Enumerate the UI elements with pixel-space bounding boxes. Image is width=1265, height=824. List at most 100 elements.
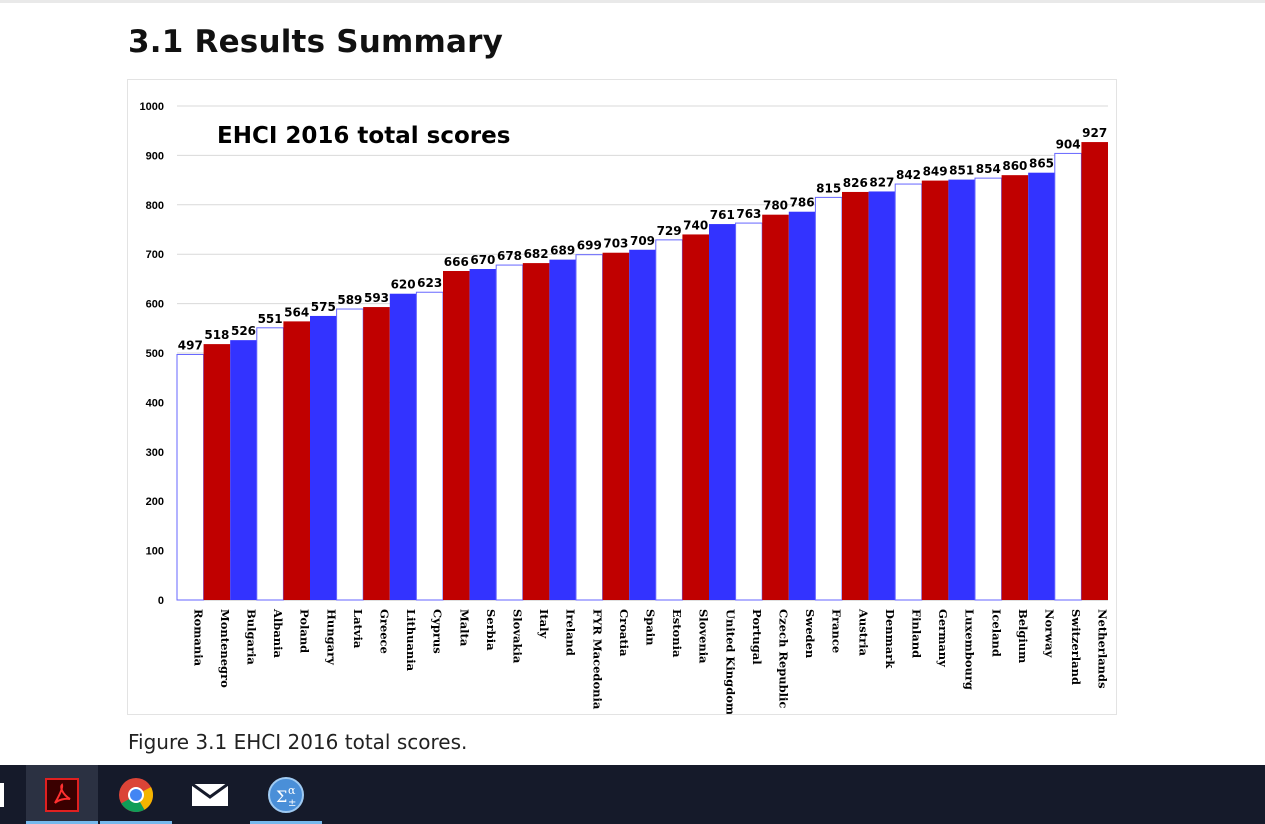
bar	[921, 180, 949, 600]
data-label: 497	[178, 338, 203, 352]
category-label: Slovenia	[697, 609, 711, 664]
bar	[1001, 175, 1029, 600]
category-label: Czech Republic	[777, 609, 791, 708]
bar	[788, 211, 816, 600]
mail-icon	[191, 782, 229, 806]
bar	[415, 291, 444, 601]
taskbar-acrobat-button[interactable]	[26, 765, 98, 824]
data-label: 860	[1002, 159, 1027, 173]
data-label: 865	[1029, 157, 1054, 171]
category-label: Albania	[271, 608, 285, 659]
acrobat-reader-icon	[45, 777, 79, 812]
bar	[735, 222, 763, 601]
data-label: 518	[204, 328, 229, 342]
chart-frame: 0 100 200 300 400 500 600 700 800 900 1000 497 Roman…	[127, 79, 1117, 715]
bar	[655, 239, 683, 601]
data-label: 827	[869, 175, 894, 189]
category-label: Ireland	[564, 609, 578, 656]
y-tick-label: 600	[146, 299, 164, 311]
bar	[1054, 152, 1082, 601]
category-label: Austria	[856, 608, 870, 656]
bar	[469, 269, 497, 600]
data-label: 851	[949, 164, 974, 178]
bar	[283, 321, 310, 600]
bar	[974, 177, 1003, 601]
y-tick-label: 800	[146, 200, 164, 212]
bar	[1028, 172, 1055, 600]
data-label: 703	[603, 237, 628, 251]
bar	[948, 179, 975, 600]
taskbar-mail-button[interactable]	[174, 765, 246, 824]
bar	[336, 308, 364, 601]
data-label: 849	[923, 165, 948, 179]
bar	[629, 249, 656, 600]
data-label: 564	[284, 305, 309, 319]
category-label: Iceland	[989, 609, 1003, 657]
category-label: Cyprus	[431, 609, 445, 654]
data-label: 699	[577, 239, 602, 253]
bar	[443, 270, 470, 600]
bar	[575, 254, 604, 601]
data-label: 786	[790, 196, 815, 210]
bar	[363, 307, 390, 600]
bar	[495, 264, 524, 601]
category-label: Malta	[457, 609, 471, 647]
start-button-edge[interactable]	[0, 783, 4, 807]
bar	[389, 293, 417, 600]
data-label: 593	[364, 291, 389, 305]
category-label: Sweden	[803, 609, 817, 659]
category-label: Bulgaria	[245, 609, 259, 665]
category-label: Switzerland	[1069, 609, 1083, 685]
data-label: 729	[657, 224, 682, 238]
data-label: 709	[630, 234, 655, 248]
category-label: Italy	[537, 609, 551, 639]
bar	[894, 183, 923, 601]
bar	[310, 315, 337, 600]
data-label: 620	[391, 278, 416, 292]
taskbar-math-input-button[interactable]: Σ α ±	[250, 765, 322, 824]
category-label: Slovakia	[511, 609, 525, 664]
svg-text:±: ±	[288, 798, 296, 809]
bar	[1081, 142, 1108, 600]
chart-title: EHCI 2016 total scores	[217, 123, 510, 149]
data-label: 551	[258, 312, 283, 326]
math-input-icon: Σ α ±	[268, 776, 304, 813]
svg-text:Σ: Σ	[276, 787, 287, 806]
bar	[602, 252, 630, 600]
category-label: FYR Macedonia	[590, 609, 604, 710]
taskbar: Σ α ±	[0, 765, 1265, 824]
y-tick-label: 0	[158, 595, 164, 607]
category-label: Serbia	[484, 609, 498, 651]
category-label: Romania	[191, 609, 205, 667]
data-label: 589	[337, 293, 362, 307]
data-label: 678	[497, 249, 522, 263]
bar	[256, 327, 284, 601]
data-label: 682	[524, 247, 549, 261]
active-indicator	[26, 821, 98, 824]
y-tick-label: 200	[146, 496, 164, 508]
bar	[682, 234, 709, 600]
y-tick-label: 900	[146, 150, 164, 162]
svg-text:α: α	[288, 784, 296, 797]
data-label: 842	[896, 168, 921, 182]
category-label: Finland	[910, 609, 924, 658]
data-label: 526	[231, 324, 256, 338]
data-label: 815	[816, 181, 841, 195]
category-label: Denmark	[883, 609, 897, 669]
category-label: Norway	[1043, 609, 1057, 658]
y-tick-label: 400	[146, 397, 164, 409]
category-label: Spain	[644, 609, 658, 646]
bar	[522, 263, 550, 600]
category-label: Belgium	[1016, 609, 1030, 663]
bar	[814, 196, 843, 601]
bar	[549, 259, 576, 600]
taskbar-chrome-button[interactable]	[100, 765, 172, 824]
y-tick-label: 700	[146, 249, 164, 261]
y-tick-label: 300	[146, 447, 164, 459]
data-label: 666	[444, 255, 469, 269]
running-indicator	[100, 821, 172, 824]
category-label: Portugal	[750, 609, 764, 665]
bar-chart: 0 100 200 300 400 500 600 700 800 900 1000 497 Roman…	[140, 101, 1110, 714]
chrome-icon	[119, 777, 153, 812]
category-label: Croatia	[617, 609, 631, 657]
